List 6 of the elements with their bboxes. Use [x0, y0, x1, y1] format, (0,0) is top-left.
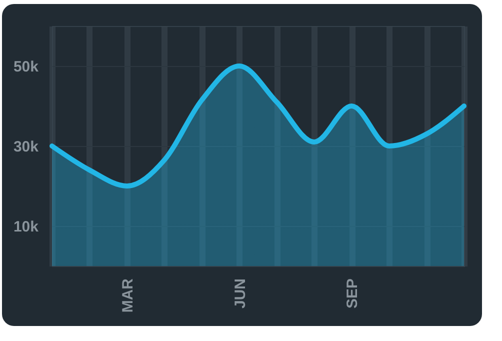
y-tick-label: 50k	[13, 58, 40, 76]
x-tick-label: MAR	[119, 278, 136, 313]
x-tick-label: JUN	[232, 278, 249, 309]
y-tick-label: 10k	[13, 218, 40, 236]
x-tick-label: SEP	[344, 278, 362, 309]
y-tick-label: 30k	[13, 138, 40, 156]
